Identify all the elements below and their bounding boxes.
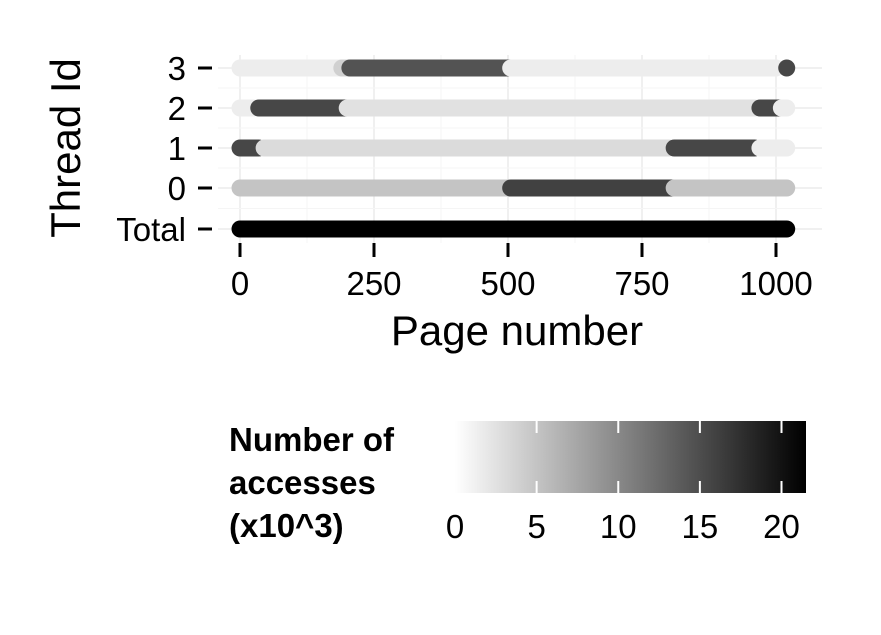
data-point-band-thread-3-3 — [502, 59, 785, 77]
y-axis-title: Thread Id — [42, 58, 89, 238]
data-point-band-thread-1-2 — [665, 139, 764, 157]
legend-ticks: 0 5 10 15 20 — [446, 421, 800, 545]
legend-tick-label-0: 0 — [446, 508, 464, 545]
data-point-band-thread-3-0 — [231, 59, 351, 77]
legend-title-line-2: accesses — [229, 464, 376, 501]
y-tick-label-3: 3 — [168, 50, 186, 87]
data-point-band-thread-0-1 — [502, 179, 680, 197]
y-tick-label-1: 1 — [168, 130, 186, 167]
y-tick-label-0: 0 — [168, 170, 186, 207]
data-point-band-thread-3-4 — [778, 59, 796, 77]
x-axis-title: Page number — [391, 307, 643, 354]
legend-tick-label-10: 10 — [600, 508, 637, 545]
data-point-band-thread-1-1 — [255, 139, 678, 157]
data-point-band-thread-2-1 — [250, 99, 356, 117]
mark-layer — [231, 59, 796, 238]
data-point-band-thread-1-3 — [751, 139, 796, 157]
legend-title-line-3: (x10^3) — [229, 507, 344, 544]
legend-tick-label-15: 15 — [682, 508, 719, 545]
data-point-band-thread-Total-0 — [231, 220, 796, 238]
data-point-band-thread-2-4 — [772, 99, 796, 117]
legend-title-line-1: Number of — [229, 421, 395, 458]
x-tick-label-750: 750 — [614, 265, 669, 302]
data-point-band-thread-0-2 — [665, 179, 796, 197]
x-tick-label-500: 500 — [480, 265, 535, 302]
x-tick-label-1000: 1000 — [739, 265, 812, 302]
x-tick-label-0: 0 — [231, 265, 249, 302]
data-point-band-thread-2-2 — [338, 99, 764, 117]
legend-colorbar — [455, 421, 806, 493]
y-tick-label-2: 2 — [168, 90, 186, 127]
legend: Number of accesses (x10^3) 0 5 10 15 20 — [229, 421, 806, 545]
data-point-band-thread-0-0 — [231, 179, 517, 197]
data-point-band-thread-3-2 — [341, 59, 520, 77]
x-tick-label-250: 250 — [346, 265, 401, 302]
legend-tick-label-20: 20 — [763, 508, 800, 545]
y-tick-label-Total: Total — [116, 211, 186, 248]
legend-tick-label-5: 5 — [527, 508, 545, 545]
